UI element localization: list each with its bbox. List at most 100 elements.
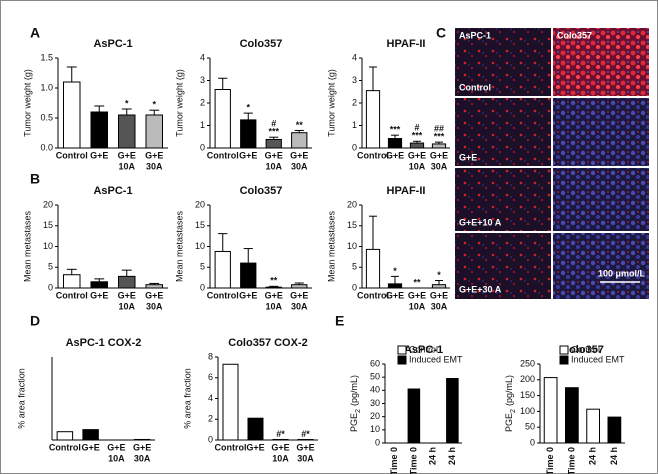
- micrograph: [553, 28, 649, 96]
- x-tick-label: Control: [215, 442, 247, 452]
- bar: [543, 377, 558, 444]
- bar: [365, 248, 381, 289]
- bar: [247, 417, 264, 441]
- x-tick-label: Time 0: [408, 447, 418, 474]
- legend-label: Induced EMT: [571, 354, 625, 364]
- row-label: G+E+30 A: [459, 284, 502, 294]
- chart-title: HPAF-II: [387, 185, 426, 197]
- x-tick-label: 24 h: [609, 447, 619, 465]
- column-label: Colo357: [557, 30, 592, 40]
- bar: [82, 429, 99, 441]
- y-axis-label: Tumor weight (g): [22, 69, 32, 137]
- x-tick-label: G+E: [290, 290, 308, 300]
- y-tick-label: 15: [43, 220, 53, 230]
- x-tick-label: G+E: [408, 290, 426, 300]
- x-tick-label: 10A: [118, 161, 135, 171]
- y-axis-label-part: PGE: [504, 413, 514, 432]
- y-tick-label: 5: [48, 262, 53, 272]
- bar: [407, 388, 421, 444]
- x-tick-label: G+E: [81, 442, 99, 452]
- chart: AsPC-1 Tumor weight (g) 0.0 0.5 1.0 1.5 * * Cont…: [22, 38, 168, 171]
- significance-mark: #: [414, 123, 419, 133]
- bar: [409, 142, 425, 149]
- x-tick-label: G+E: [265, 290, 283, 300]
- bar: [90, 281, 108, 289]
- y-tick-label: 3: [200, 75, 205, 85]
- x-tick-label: G+E: [133, 442, 151, 452]
- legend-label: Induced EMT: [409, 354, 463, 364]
- y-tick-label: 4: [352, 52, 357, 62]
- x-tick-label: Control: [56, 290, 88, 300]
- y-axis-label: % area fraction: [182, 368, 192, 429]
- significance-mark: #: [271, 119, 276, 129]
- bar: [240, 119, 257, 149]
- x-tick-label: 10A: [272, 453, 289, 463]
- y-tick-label: 60: [370, 358, 380, 368]
- bar: [240, 262, 257, 289]
- y-tick-label: 2: [352, 97, 357, 107]
- y-axis-label-part: (pg/mL): [504, 375, 514, 406]
- y-tick-label: 2: [208, 414, 213, 424]
- bar: [265, 138, 282, 149]
- x-tick-label: 30A: [134, 453, 151, 463]
- chart-title: AsPC-1: [404, 344, 443, 356]
- row-label: Control: [459, 82, 491, 92]
- bar: [291, 284, 308, 289]
- image-panel: AsPC-1 Colo357 Control G+E G+E+10 A G+E+…: [455, 28, 649, 299]
- x-tick-label: 24 h: [428, 447, 438, 465]
- micrograph: [455, 98, 551, 166]
- y-tick-label: 4: [208, 393, 213, 403]
- x-tick-label: 10A: [108, 453, 125, 463]
- bar: [145, 284, 163, 289]
- y-tick-label: 0.5: [40, 112, 53, 122]
- x-tick-label: G+E: [246, 442, 264, 452]
- y-axis-label: Tumor weight (g): [174, 69, 184, 137]
- significance-mark: ***: [434, 132, 445, 142]
- y-axis-label: Mean metastases: [22, 210, 32, 282]
- y-tick-label: 0: [375, 437, 380, 447]
- y-tick-label: 50: [525, 422, 535, 432]
- bar: [63, 81, 81, 149]
- bar: [214, 250, 231, 289]
- bar: [446, 377, 459, 444]
- y-tick-label: 15: [347, 220, 357, 230]
- panel-letter: D: [30, 313, 40, 329]
- chart-title: AsPC-1 COX-2: [66, 337, 142, 349]
- x-tick-label: 10A: [265, 161, 282, 171]
- y-tick-label: 20: [195, 199, 205, 209]
- bar: [214, 89, 231, 149]
- bar: [133, 438, 151, 441]
- x-tick-label: G+E: [265, 150, 283, 160]
- bar: [265, 286, 282, 289]
- significance-mark: ***: [390, 125, 401, 135]
- x-tick-label: Control: [49, 442, 81, 452]
- x-tick-label: G+E: [296, 442, 314, 452]
- chart-title: Colo357: [561, 344, 604, 356]
- bar: [565, 387, 579, 444]
- y-tick-label: 10: [347, 241, 357, 251]
- y-tick-label: 1: [200, 120, 205, 130]
- legend-swatch: [559, 345, 569, 355]
- x-tick-label: Time 0: [545, 447, 555, 474]
- y-tick-label: 15: [195, 220, 205, 230]
- y-tick-label: 2: [200, 97, 205, 107]
- x-tick-label: Time 0: [566, 447, 576, 474]
- y-axis-label: PGE2 (pg/mL): [349, 375, 362, 432]
- legend-swatch: [397, 345, 407, 355]
- x-tick-label: G+E: [290, 150, 308, 160]
- bar: [387, 283, 403, 289]
- x-tick-label: G+E: [107, 442, 125, 452]
- y-tick-label: 0: [208, 434, 213, 444]
- y-tick-label: 20: [347, 199, 357, 209]
- x-tick-label: G+E: [90, 290, 108, 300]
- x-tick-label: 30A: [291, 301, 308, 311]
- bar: [90, 111, 108, 149]
- x-tick-label: G+E: [386, 290, 404, 300]
- y-axis-label: Tumor weight (g): [326, 69, 336, 137]
- x-tick-label: G+E: [90, 150, 108, 160]
- y-axis-label: Mean metastases: [326, 210, 336, 282]
- chart: Colo357 PGE2 (pg/mL) 0 50 100 150 200 250 Time 0 T…: [504, 344, 625, 474]
